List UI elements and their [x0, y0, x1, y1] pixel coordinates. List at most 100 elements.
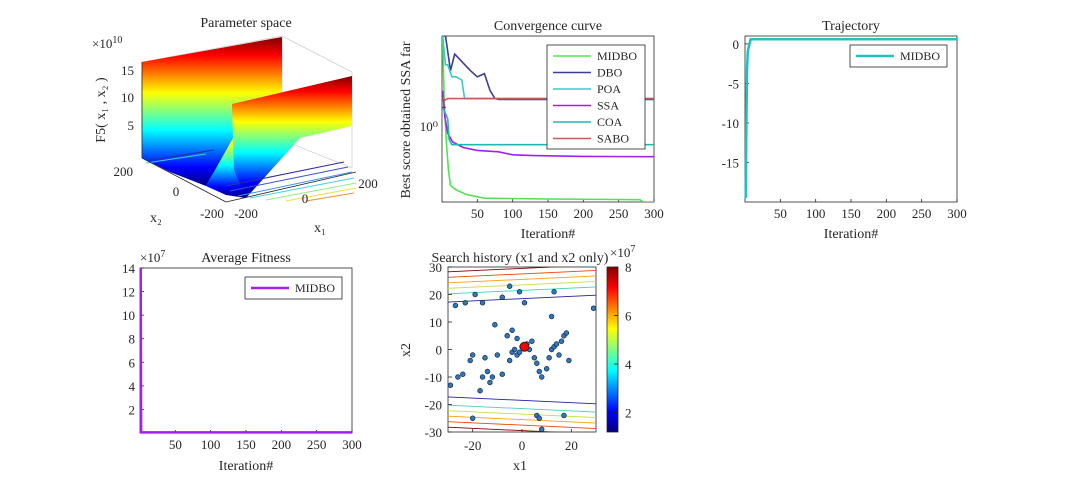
search-point [563, 330, 570, 336]
y-tick-label: 20 [429, 288, 442, 303]
search-point [487, 379, 493, 386]
search-point [467, 357, 473, 364]
search-point [539, 426, 545, 432]
z-axis-label: F5( x₁ , x₂ ) [94, 77, 109, 143]
search-point [499, 294, 505, 300]
y-tick-label: 10 [429, 315, 442, 330]
search-point [534, 360, 540, 366]
y-tick-label: 6 [129, 355, 136, 370]
x-tick-label: 200 [877, 206, 897, 221]
average-fitness-title: Average Fitness [201, 251, 291, 266]
x2-axis-label: x₂ [150, 211, 162, 226]
surface-axes [141, 62, 357, 203]
contour-line [448, 421, 596, 430]
search-point [469, 352, 476, 358]
convergence-title: Convergence curve [494, 19, 602, 34]
average-fitness-series [139, 267, 352, 434]
colorbar-tick-label: 8 [625, 260, 632, 275]
search-point [521, 300, 528, 306]
x-tick-label: 50 [774, 206, 787, 221]
x-tick-label: 100 [201, 437, 221, 452]
search-point [546, 355, 552, 361]
legend-label-sabo: SABO [597, 132, 629, 146]
search-history-title: Search history (x1 and x2 only) [432, 251, 609, 266]
y-tick-label: 8 [129, 332, 136, 347]
trajectory-y-ticks: 0 -5 -10 -15 [722, 37, 749, 170]
search-point [494, 352, 501, 358]
contour-line [448, 280, 596, 289]
convergence-y-label: Best score obtained SSA far [399, 41, 414, 198]
search-point [561, 412, 567, 419]
x2-tick: 200 [114, 164, 134, 179]
search-point [536, 415, 542, 421]
x2-tick: 0 [173, 184, 180, 199]
convergence-panel: Convergence curve 50 100 150 200 250 300 10⁰ … [399, 19, 664, 242]
search-point [514, 335, 520, 342]
search-point [531, 355, 538, 361]
best-point [519, 341, 530, 352]
z-tick: 10 [121, 90, 134, 105]
search-point [504, 333, 510, 339]
contour-line [448, 267, 562, 273]
convergence-y-tick: 10⁰ [420, 119, 438, 134]
convergence-legend-box [546, 44, 646, 150]
x-tick-label: 100 [806, 206, 826, 221]
trajectory-series [744, 37, 957, 199]
search-point [556, 352, 562, 358]
x-tick-label: 50 [169, 437, 182, 452]
average-fitness-panel: Average Fitness ×107 50 100 150 200 250 300 1… [122, 249, 362, 474]
colorbar-tick-label: 2 [625, 406, 632, 421]
convergence-line-coa [442, 106, 654, 146]
legend-label-coa: COA [597, 115, 623, 129]
search-point [529, 338, 535, 344]
search-point [543, 366, 550, 372]
x-tick-label: 250 [912, 206, 932, 221]
x-tick-label: 200 [574, 206, 594, 221]
contour-line [448, 269, 596, 278]
colorbar-ticks: 8 6 4 2 [614, 260, 632, 421]
trajectory-panel: Trajectory 50 100 150 200 250 300 0 -5 -10 -15 I… [722, 19, 967, 242]
convergence-line-midbo [442, 36, 654, 202]
search-point [489, 374, 496, 380]
search-point [460, 371, 466, 377]
z-tick: 15 [121, 63, 134, 78]
x2-tick: -200 [200, 206, 224, 221]
x-tick-label: -20 [464, 438, 481, 453]
z-exponent: ×1010 [92, 35, 122, 51]
legend-label-dbo: DBO [597, 66, 623, 80]
y-tick-label: -10 [425, 370, 442, 385]
search-point [455, 374, 461, 380]
search-history-y-ticks: 30 20 10 0 -10 -20 -30 [425, 260, 452, 440]
x1-tick: 200 [358, 176, 378, 191]
search-point [516, 349, 523, 355]
x-tick-label: 200 [272, 437, 292, 452]
average-fitness-legend-label: MIDBO [295, 281, 335, 295]
x-tick-label: 50 [471, 206, 484, 221]
contour-line [448, 410, 596, 419]
x-tick-label: 300 [342, 437, 362, 452]
x-tick-label: 20 [565, 438, 578, 453]
search-point [477, 388, 483, 394]
colorbar-exponent: ×107 [610, 244, 635, 260]
y-tick-label: 4 [129, 379, 136, 394]
search-history-panel: Search history (x1 and x2 only) -20 0 20 3… [399, 244, 635, 474]
search-point [566, 357, 572, 364]
convergence-legend: MIDBO DBO POA SSA COA SABO [546, 44, 646, 150]
x-tick-label: 250 [307, 437, 327, 452]
trajectory-legend-box [849, 44, 948, 68]
y-tick-label: 12 [122, 285, 135, 300]
trajectory-title: Trajectory [822, 19, 880, 34]
search-history-x-label: x1 [513, 459, 527, 474]
search-history-contours [448, 267, 596, 432]
search-point [551, 289, 557, 295]
average-fitness-line-midbo [139, 267, 352, 434]
legend-label-midbo: MIDBO [597, 49, 637, 63]
legend-label-poa: POA [597, 82, 621, 96]
colorbar-tick-label: 4 [625, 357, 632, 372]
y-tick-label: 10 [122, 308, 135, 323]
search-point [539, 374, 545, 380]
search-history-points [448, 283, 596, 432]
surface-right-wall [232, 76, 352, 198]
search-point [448, 382, 454, 388]
x-tick-label: 0 [519, 438, 526, 453]
